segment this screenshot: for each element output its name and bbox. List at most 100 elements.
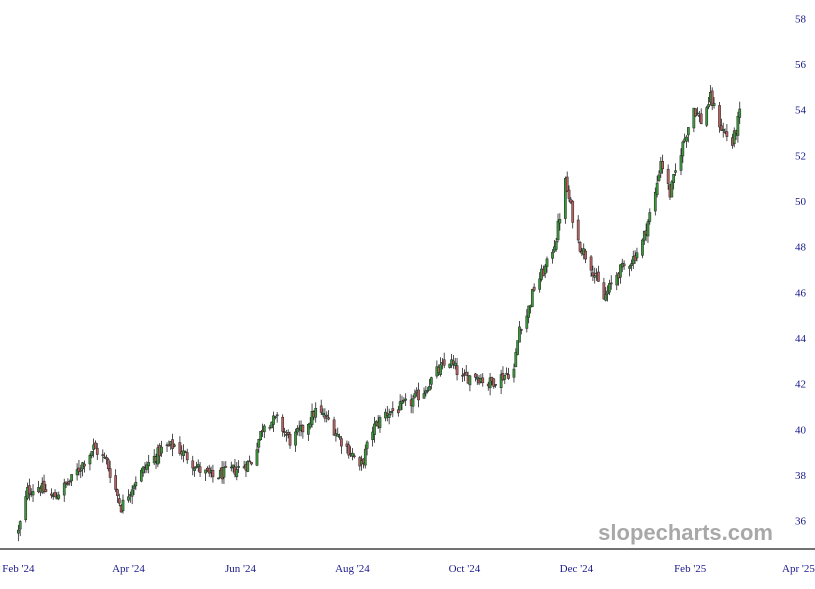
candle-body-up bbox=[184, 451, 187, 453]
candle bbox=[455, 357, 459, 381]
candle-body-down bbox=[507, 374, 510, 379]
candle bbox=[720, 118, 723, 131]
candle-body-up bbox=[530, 289, 534, 308]
candle bbox=[365, 440, 369, 456]
candle-body-up bbox=[655, 182, 659, 195]
candle bbox=[385, 405, 389, 422]
candle bbox=[134, 476, 138, 491]
candle bbox=[387, 408, 391, 425]
candle bbox=[332, 416, 336, 437]
candle-body-up bbox=[518, 326, 521, 343]
candle bbox=[114, 469, 117, 493]
candle-body-up bbox=[527, 305, 530, 318]
candle bbox=[514, 348, 518, 368]
candle bbox=[117, 493, 121, 507]
candle-body-down bbox=[64, 481, 68, 484]
candle-body-down bbox=[301, 425, 305, 433]
candle-body-up bbox=[338, 436, 341, 438]
candle bbox=[24, 490, 28, 523]
candle bbox=[718, 101, 721, 133]
candle bbox=[428, 378, 431, 391]
candle-body-down bbox=[44, 489, 48, 492]
x-tick-label: Dec '24 bbox=[560, 563, 594, 575]
candle-body-down bbox=[576, 219, 580, 241]
candle bbox=[79, 464, 83, 479]
candle bbox=[519, 328, 523, 335]
candle-body-up bbox=[134, 481, 138, 487]
candle-body-up bbox=[686, 127, 690, 136]
candle-body-down bbox=[505, 373, 508, 375]
candle-body-up bbox=[31, 491, 35, 496]
candle-body-up bbox=[712, 103, 716, 106]
candle bbox=[657, 170, 661, 183]
candle-body-down bbox=[571, 200, 575, 223]
candle bbox=[481, 373, 485, 387]
candle bbox=[294, 428, 297, 452]
candle bbox=[736, 111, 740, 143]
candle bbox=[75, 463, 79, 481]
candle-body-down bbox=[661, 161, 664, 170]
x-tick-label: Jun '24 bbox=[225, 563, 257, 575]
candle bbox=[710, 87, 714, 111]
candle-body-up bbox=[488, 377, 492, 389]
candle bbox=[655, 175, 659, 198]
y-tick-label: 50 bbox=[795, 196, 807, 208]
candle-body-up bbox=[642, 230, 646, 241]
candle-body-up bbox=[314, 408, 318, 418]
candle bbox=[285, 429, 288, 442]
candle bbox=[121, 494, 125, 514]
candle bbox=[554, 237, 558, 252]
candle-body-down bbox=[591, 272, 595, 277]
candle-body-down bbox=[455, 365, 459, 375]
candle-body-up bbox=[692, 107, 696, 129]
candle bbox=[584, 248, 587, 264]
candle-body-down bbox=[622, 263, 626, 267]
candle-body-down bbox=[340, 438, 343, 447]
candle bbox=[273, 416, 277, 420]
candle bbox=[132, 483, 136, 496]
candle bbox=[648, 208, 652, 225]
candle bbox=[532, 283, 536, 292]
candle bbox=[597, 265, 600, 282]
candle bbox=[185, 448, 189, 464]
candle bbox=[646, 219, 650, 243]
candle-body-up bbox=[325, 414, 329, 417]
candle bbox=[193, 466, 196, 477]
candle bbox=[222, 461, 226, 484]
candle-body-up bbox=[499, 374, 503, 388]
candle bbox=[352, 453, 356, 459]
candle bbox=[391, 401, 395, 418]
candle bbox=[527, 305, 530, 324]
y-tick-label: 46 bbox=[795, 287, 807, 299]
candle-body-down bbox=[464, 371, 468, 376]
candle bbox=[404, 393, 408, 406]
candle bbox=[622, 260, 626, 270]
candle-body-up bbox=[430, 377, 433, 385]
candle-body-up bbox=[448, 363, 452, 368]
candle-body-up bbox=[75, 469, 79, 476]
candle-body-up bbox=[400, 400, 404, 404]
candle-body-up bbox=[257, 439, 261, 448]
candle-body-up bbox=[90, 451, 94, 456]
candle bbox=[402, 397, 406, 404]
candle-body-down bbox=[461, 374, 464, 377]
candle bbox=[307, 423, 310, 441]
candle bbox=[461, 367, 464, 383]
candle-body-up bbox=[321, 412, 325, 415]
candle-body-down bbox=[452, 360, 455, 365]
candle-body-up bbox=[411, 398, 415, 407]
candle-body-down bbox=[106, 459, 110, 470]
candle bbox=[398, 394, 402, 411]
x-tick-label: Aug '24 bbox=[335, 563, 370, 575]
candle-body-down bbox=[720, 125, 723, 131]
candle bbox=[694, 108, 698, 118]
candle bbox=[66, 478, 70, 487]
candle-body-up bbox=[237, 466, 240, 468]
candle bbox=[77, 460, 81, 476]
candle-body-down bbox=[191, 460, 195, 469]
candle-body-down bbox=[402, 399, 406, 402]
y-tick-label: 36 bbox=[795, 516, 807, 528]
y-tick-label: 58 bbox=[795, 13, 807, 25]
candle-body-up bbox=[641, 239, 644, 256]
